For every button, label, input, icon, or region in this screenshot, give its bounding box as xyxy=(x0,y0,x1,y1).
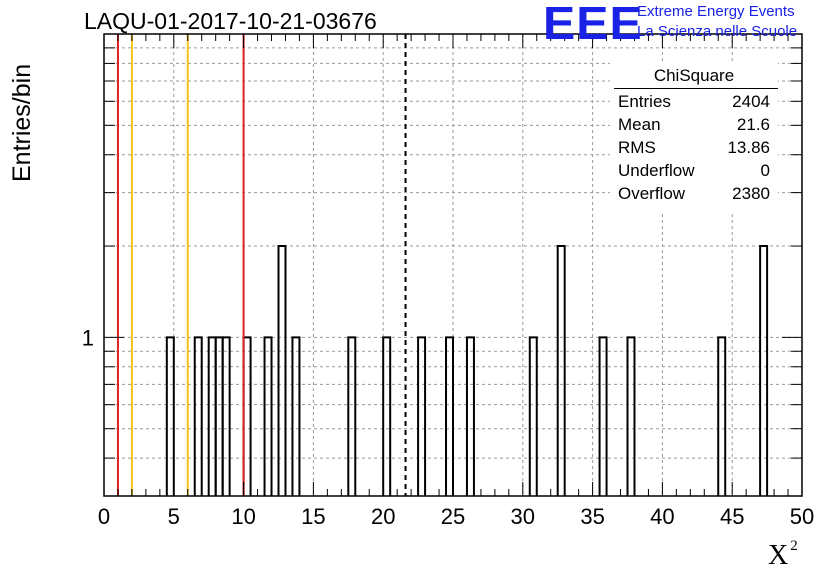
page-title: LAQU-01-2017-10-21-03676 xyxy=(84,8,377,34)
logo-line-1: Extreme Energy Events xyxy=(637,3,795,20)
stats-row-entries: Entries 2404 xyxy=(618,92,770,115)
x-tick-label: 35 xyxy=(580,504,604,529)
histogram-bar xyxy=(382,336,392,496)
histogram-bar xyxy=(165,336,175,496)
histogram-bar xyxy=(598,336,608,496)
x-tick-label: 5 xyxy=(168,504,180,529)
stats-divider xyxy=(614,88,778,89)
stats-key: Underflow xyxy=(618,161,695,180)
eee-logo: EEE xyxy=(543,0,643,49)
histogram-bar xyxy=(291,336,301,496)
stats-key: Entries xyxy=(618,92,671,111)
histogram-bar xyxy=(207,336,217,496)
x-tick-label: 15 xyxy=(301,504,325,529)
x-tick-label: 20 xyxy=(371,504,395,529)
histogram-bar xyxy=(347,336,357,496)
stats-key: Mean xyxy=(618,115,661,134)
stats-value: 13.86 xyxy=(727,138,770,157)
x-tick-label: 0 xyxy=(98,504,110,529)
x-tick-label: 45 xyxy=(720,504,744,529)
stats-title: ChiSquare xyxy=(653,66,735,85)
x-axis-label-superscript: 2 xyxy=(790,538,798,554)
histogram-bar xyxy=(626,336,636,496)
y-axis-label: Entries/bin xyxy=(8,63,36,182)
stats-value: 2404 xyxy=(732,92,770,111)
stats-value: 21.6 xyxy=(736,115,770,134)
logo-line-2: La Scienza nelle Scuole xyxy=(637,23,798,40)
stats-key: RMS xyxy=(618,138,656,157)
histogram-bar xyxy=(193,336,203,496)
stats-row-rms: RMS 13.86 xyxy=(618,138,770,161)
histogram-bar xyxy=(717,336,727,496)
x-tick-label: 40 xyxy=(650,504,674,529)
stats-key: Overflow xyxy=(618,184,686,203)
histogram-bar xyxy=(556,245,566,496)
histogram-bar xyxy=(417,336,427,496)
histogram-bar xyxy=(221,336,231,496)
stats-box: ChiSquare Entries 2404 Mean 21.6 RMS 13.… xyxy=(610,62,778,214)
histogram-bar xyxy=(263,336,273,496)
x-tick-label: 25 xyxy=(441,504,465,529)
histogram-bar xyxy=(528,336,538,496)
histogram-bar xyxy=(465,336,475,496)
x-tick-label: 10 xyxy=(231,504,255,529)
stats-value: 2380 xyxy=(732,184,770,203)
histogram-bar xyxy=(242,336,252,496)
histogram-bar xyxy=(759,245,769,496)
histogram-bar xyxy=(445,336,454,496)
stats-row-mean: Mean 21.6 xyxy=(618,115,770,138)
stats-row-overflow: Overflow 2380 xyxy=(618,184,770,207)
histogram-bar xyxy=(277,245,287,496)
histogram-bar xyxy=(214,336,224,496)
y-tick-label: 1 xyxy=(82,325,94,350)
stats-value: 0 xyxy=(760,161,770,180)
x-axis-label-base: X xyxy=(768,540,789,571)
x-tick-label: 50 xyxy=(790,504,814,529)
stats-row-underflow: Underflow 0 xyxy=(618,161,770,184)
x-tick-label: 30 xyxy=(511,504,535,529)
